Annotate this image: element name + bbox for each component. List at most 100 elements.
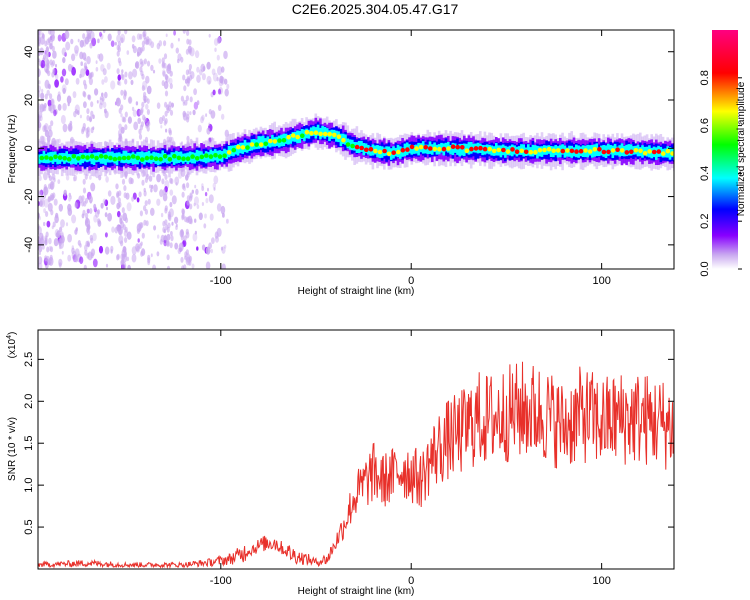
heatmap-streak-cell xyxy=(166,239,170,246)
heatmap-noise-cell xyxy=(65,222,69,227)
heatmap-band-cell xyxy=(74,154,78,165)
heatmap-noise-cell xyxy=(86,208,89,213)
heatmap-noise-cell xyxy=(102,101,107,109)
heatmap-core-cell xyxy=(496,147,502,153)
heatmap-streak-cell xyxy=(48,258,52,265)
heatmap-streak-cell xyxy=(124,111,128,118)
heatmap-noise-cell xyxy=(145,103,149,110)
heatmap-band-cell xyxy=(143,152,146,165)
colorbar-tick-label: 0.8 xyxy=(699,70,711,85)
heatmap-noise-cell xyxy=(38,189,41,196)
heatmap-core-cell xyxy=(382,148,387,154)
heatmap-noise-cell xyxy=(126,202,132,212)
heatmap-noise-cell xyxy=(110,249,113,254)
heatmap-band-cell xyxy=(172,152,176,165)
heatmap-noise-cell xyxy=(137,117,141,125)
heatmap-band-cell xyxy=(102,153,105,164)
heatmap-streak-cell xyxy=(141,232,145,239)
heatmap-noise-cell xyxy=(206,61,211,70)
heatmap-streak-cell xyxy=(189,192,193,199)
heatmap-core-cell xyxy=(661,151,666,156)
heatmap-streak-cell xyxy=(90,127,94,134)
snr-xtick-label: 0 xyxy=(408,575,414,587)
heatmap-noise-cell xyxy=(226,218,229,224)
heatmap-core-cell xyxy=(523,149,529,155)
heatmap-noise-cell xyxy=(38,58,41,63)
heatmap-noise-cell xyxy=(79,256,84,265)
heatmap-core-cell xyxy=(103,154,109,160)
heatmap-noise-cell xyxy=(126,231,132,240)
heatmap-streak-cell xyxy=(43,125,47,131)
snr-scale-label: (x104) xyxy=(6,332,18,359)
heatmap-noise-cell xyxy=(128,97,132,104)
heatmap-streak-cell xyxy=(120,240,124,247)
heatmap-noise-cell xyxy=(41,88,44,93)
heatmap-noise-cell xyxy=(79,243,82,248)
heatmap-core-cell xyxy=(665,148,671,154)
heatmap-noise-cell xyxy=(64,30,70,39)
heatmap-band-cell xyxy=(597,147,601,157)
heatmap-noise-cell xyxy=(67,123,73,132)
heatmap-noise-cell xyxy=(226,83,230,90)
heatmap-streak-cell xyxy=(124,78,128,85)
heatmap-core-cell xyxy=(44,155,49,160)
spectrogram-xtick-label: 100 xyxy=(592,275,610,287)
heatmap-band-cell xyxy=(293,131,297,142)
heatmap-streak-cell xyxy=(49,93,53,100)
heatmap-noise-cell xyxy=(38,190,43,201)
heatmap-streak-cell xyxy=(123,89,127,96)
heatmap-noise-cell xyxy=(174,176,180,186)
heatmap-streak-cell xyxy=(180,230,184,237)
heatmap-core-cell xyxy=(446,146,451,151)
heatmap-streak-cell xyxy=(117,41,121,47)
heatmap-band-cell xyxy=(490,145,493,156)
heatmap-noise-cell xyxy=(127,96,133,104)
heatmap-noise-cell xyxy=(103,30,106,34)
heatmap-core-cell xyxy=(615,147,620,152)
heatmap-noise-cell xyxy=(107,33,112,42)
snr-ytick-label: 1.5 xyxy=(23,436,35,451)
heatmap-streak-cell xyxy=(166,107,170,114)
heatmap-band-cell xyxy=(572,147,576,157)
heatmap-noise-cell xyxy=(48,237,52,245)
heatmap-streak-cell xyxy=(168,215,172,222)
heatmap-noise-cell xyxy=(100,33,104,40)
heatmap-core-cell xyxy=(108,155,113,161)
heatmap-band-cell xyxy=(632,146,635,155)
heatmap-streak-cell xyxy=(140,250,144,257)
heatmap-band-cell xyxy=(362,143,366,156)
heatmap-core-cell xyxy=(560,148,566,154)
heatmap-core-cell xyxy=(313,130,319,135)
heatmap-band-cell xyxy=(216,150,219,163)
heatmap-noise-cell xyxy=(40,92,45,100)
heatmap-streak-cell xyxy=(181,183,185,190)
heatmap-streak-cell xyxy=(166,254,170,261)
heatmap-noise-cell xyxy=(195,188,199,195)
heatmap-noise-cell xyxy=(62,123,68,133)
heatmap-core-cell xyxy=(263,141,269,147)
heatmap-core-cell xyxy=(254,142,259,147)
spectrogram-frame xyxy=(37,29,675,270)
heatmap-streak-cell xyxy=(185,48,189,55)
heatmap-noise-cell xyxy=(61,68,67,77)
heatmap-streak-cell xyxy=(138,128,142,135)
heatmap-streak-cell xyxy=(164,205,168,212)
heatmap-streak-cell xyxy=(48,105,53,112)
heatmap-streak-cell xyxy=(161,80,165,87)
heatmap-core-cell xyxy=(240,145,246,150)
heatmap-streak-cell xyxy=(147,198,151,205)
heatmap-streak-cell xyxy=(146,60,151,67)
heatmap-streak-cell xyxy=(90,110,94,117)
snr-xlabel: Height of straight line (km) xyxy=(298,586,415,597)
heatmap-noise-cell xyxy=(131,106,135,112)
heatmap-noise-cell xyxy=(59,239,64,249)
heatmap-band-cell xyxy=(627,144,631,156)
heatmap-core-cell xyxy=(172,153,177,159)
heatmap-noise-cell xyxy=(114,41,117,46)
heatmap-noise-cell xyxy=(38,236,41,245)
heatmap-streak-cell xyxy=(167,222,171,229)
heatmap-noise-cell xyxy=(168,77,173,85)
heatmap-noise-cell xyxy=(173,30,177,36)
heatmap-streak-cell xyxy=(147,254,151,261)
